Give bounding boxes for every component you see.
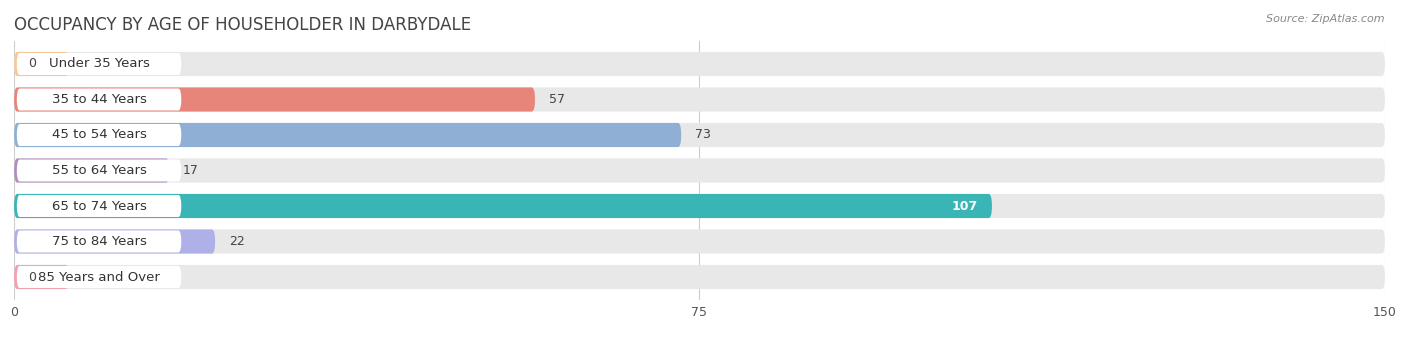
- FancyBboxPatch shape: [17, 89, 181, 110]
- FancyBboxPatch shape: [17, 53, 181, 75]
- Text: 35 to 44 Years: 35 to 44 Years: [52, 93, 146, 106]
- FancyBboxPatch shape: [14, 229, 215, 254]
- FancyBboxPatch shape: [14, 265, 69, 289]
- FancyBboxPatch shape: [14, 123, 1385, 147]
- FancyBboxPatch shape: [17, 160, 181, 181]
- FancyBboxPatch shape: [17, 231, 181, 252]
- FancyBboxPatch shape: [14, 52, 69, 76]
- Text: 17: 17: [183, 164, 200, 177]
- Text: 107: 107: [952, 199, 979, 212]
- Text: 45 to 54 Years: 45 to 54 Years: [52, 129, 146, 142]
- Text: 22: 22: [229, 235, 245, 248]
- Text: 73: 73: [695, 129, 711, 142]
- FancyBboxPatch shape: [17, 195, 181, 217]
- Text: 75 to 84 Years: 75 to 84 Years: [52, 235, 146, 248]
- Text: OCCUPANCY BY AGE OF HOUSEHOLDER IN DARBYDALE: OCCUPANCY BY AGE OF HOUSEHOLDER IN DARBY…: [14, 16, 471, 34]
- FancyBboxPatch shape: [17, 266, 181, 288]
- FancyBboxPatch shape: [14, 123, 682, 147]
- Text: Source: ZipAtlas.com: Source: ZipAtlas.com: [1267, 14, 1385, 24]
- FancyBboxPatch shape: [14, 52, 1385, 76]
- FancyBboxPatch shape: [14, 194, 1385, 218]
- Text: Under 35 Years: Under 35 Years: [49, 58, 149, 71]
- FancyBboxPatch shape: [14, 229, 1385, 254]
- FancyBboxPatch shape: [14, 159, 1385, 182]
- Text: 0: 0: [28, 58, 35, 71]
- FancyBboxPatch shape: [14, 87, 536, 112]
- FancyBboxPatch shape: [17, 124, 181, 146]
- FancyBboxPatch shape: [14, 159, 170, 182]
- Text: 57: 57: [548, 93, 565, 106]
- Text: 65 to 74 Years: 65 to 74 Years: [52, 199, 146, 212]
- FancyBboxPatch shape: [14, 194, 993, 218]
- Text: 85 Years and Over: 85 Years and Over: [38, 270, 160, 283]
- FancyBboxPatch shape: [14, 87, 1385, 112]
- Text: 55 to 64 Years: 55 to 64 Years: [52, 164, 146, 177]
- Text: 0: 0: [28, 270, 35, 283]
- FancyBboxPatch shape: [14, 265, 1385, 289]
